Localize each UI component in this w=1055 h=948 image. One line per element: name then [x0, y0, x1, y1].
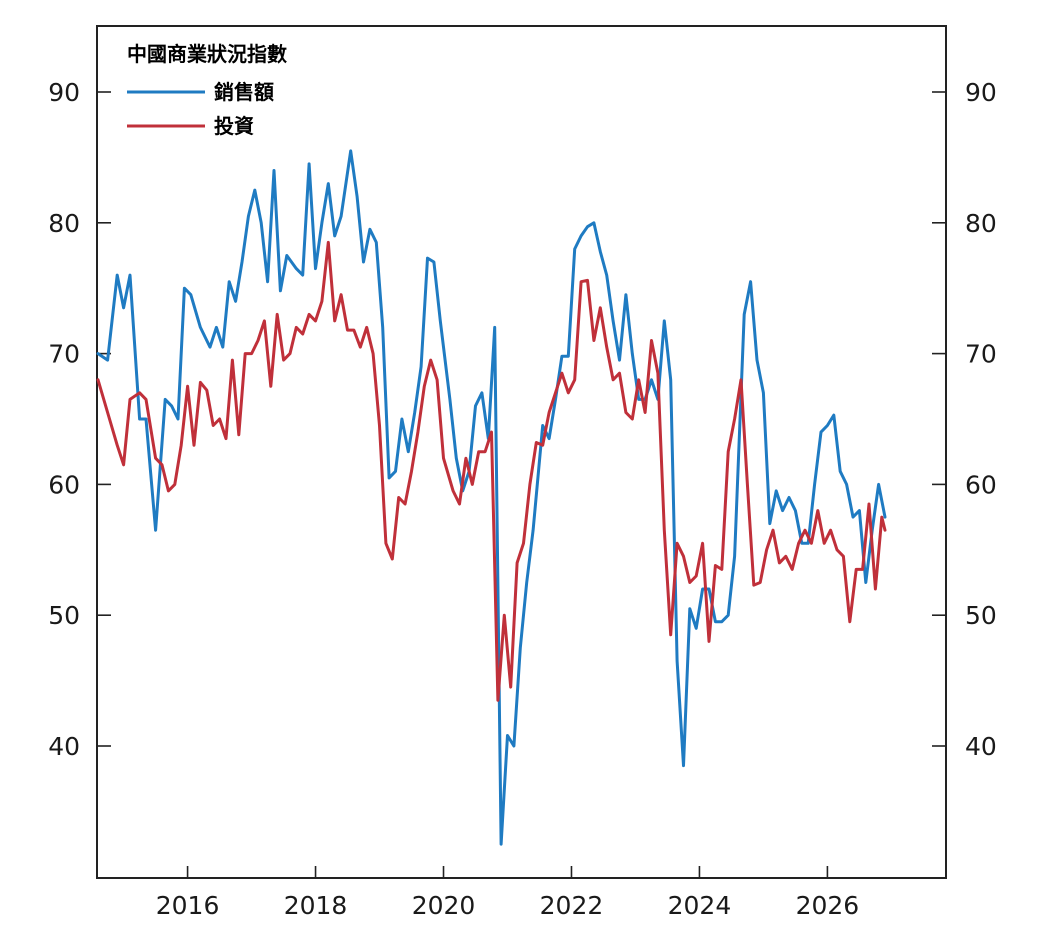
- x-tick-label: 2024: [668, 891, 732, 920]
- y-tick-label-right: 80: [965, 209, 997, 238]
- y-tick-label-left: 40: [48, 732, 80, 761]
- y-tick-label-right: 50: [965, 601, 997, 630]
- legend-label-investment: 投資: [214, 114, 254, 138]
- legend-label-sales: 銷售額: [214, 80, 274, 104]
- series-line-sales: [96, 149, 887, 846]
- x-tick-label: 2020: [412, 891, 476, 920]
- y-axis-right: 40 50 60 70 80 90: [932, 78, 997, 761]
- y-tick-label-right: 90: [965, 78, 997, 107]
- y-tick-label-right: 40: [965, 732, 997, 761]
- series-line-investment: [96, 240, 887, 702]
- x-tick-label: 2022: [540, 891, 604, 920]
- y-tick-label-left: 80: [48, 209, 80, 238]
- series-layer: [96, 149, 887, 846]
- plot-frame: [96, 25, 947, 879]
- x-tick-label: 2016: [156, 891, 220, 920]
- y-tick-label-left: 90: [48, 78, 80, 107]
- y-axis-left: 40 50 60 70 80 90: [48, 78, 111, 761]
- y-tick-label-right: 60: [965, 470, 997, 499]
- y-tick-label-left: 70: [48, 340, 80, 369]
- x-tick-label: 2026: [796, 891, 860, 920]
- y-tick-label-right: 70: [965, 340, 997, 369]
- y-tick-label-left: 60: [48, 470, 80, 499]
- y-tick-label-left: 50: [48, 601, 80, 630]
- legend-title: 中國商業狀況指數: [127, 42, 287, 66]
- x-tick-label: 2018: [284, 891, 348, 920]
- x-axis: 2016 2018 2020 2022 2024 2026: [156, 866, 859, 920]
